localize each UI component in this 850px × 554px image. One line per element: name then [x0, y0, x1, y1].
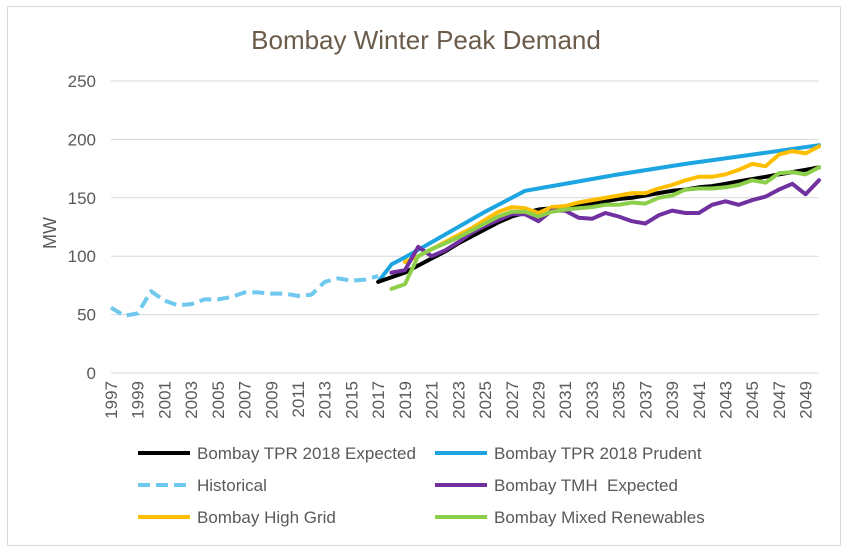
y-tick-label: 200 — [68, 130, 96, 149]
y-tick-label: 0 — [87, 364, 96, 383]
x-tick-label: 2039 — [663, 381, 682, 419]
y-axis-label: MW — [40, 217, 60, 249]
x-tick-label: 2003 — [182, 381, 201, 419]
x-tick-label: 2027 — [503, 381, 522, 419]
legend-label: Bombay High Grid — [197, 508, 336, 527]
x-tick-label: 2007 — [236, 381, 255, 419]
y-tick-label: 100 — [68, 247, 96, 266]
x-tick-label: 2025 — [476, 381, 495, 419]
x-tick-label: 2033 — [583, 381, 602, 419]
gridlines — [111, 80, 819, 374]
series-lines — [109, 143, 821, 318]
series-line-3 — [389, 178, 821, 275]
x-tick-label: 2009 — [262, 381, 281, 419]
x-tick-label: 2041 — [690, 381, 709, 419]
x-tick-label: 2011 — [289, 381, 308, 418]
line-chart: Bombay Winter Peak Demand 0 50 100 150 200 25… — [40, 25, 821, 527]
x-tick-label: 2021 — [423, 381, 442, 419]
series-line-2 — [109, 274, 379, 318]
x-tick-label: 1999 — [129, 381, 148, 419]
x-tick-label: 2045 — [743, 381, 762, 419]
x-tick-label: 1997 — [102, 381, 121, 419]
legend-label: Bombay TPR 2018 Expected — [197, 444, 416, 463]
x-tick-label: 2049 — [797, 381, 816, 419]
x-tick-label: 2035 — [610, 381, 629, 419]
y-tick-label: 150 — [68, 189, 96, 208]
x-tick-label: 2047 — [770, 381, 789, 419]
x-tick-label: 2031 — [556, 381, 575, 419]
chart-title: Bombay Winter Peak Demand — [251, 25, 601, 55]
legend-label: Historical — [197, 476, 267, 495]
y-tick-label: 50 — [77, 306, 96, 325]
y-axis-ticks: 0 50 100 150 200 250 — [68, 72, 96, 383]
x-tick-label: 2005 — [209, 381, 228, 419]
x-tick-label: 2023 — [449, 381, 468, 419]
x-tick-label: 2017 — [369, 381, 388, 419]
legend-label: Bombay TPR 2018 Prudent — [494, 444, 702, 463]
y-tick-label: 250 — [68, 72, 96, 91]
series-line-1 — [376, 143, 821, 284]
legend: Bombay TPR 2018 Expected Bombay TPR 2018 … — [138, 444, 705, 527]
x-tick-label: 2037 — [636, 381, 655, 419]
series-line-5 — [389, 165, 821, 291]
x-tick-label: 2015 — [342, 381, 361, 419]
x-tick-label: 2029 — [529, 381, 548, 419]
legend-label: Bombay Mixed Renewables — [494, 508, 705, 527]
x-tick-label: 2001 — [155, 381, 174, 419]
series-line-0 — [376, 165, 821, 284]
series-line-4 — [402, 144, 821, 264]
x-axis-ticks: 1997 1999 2001 2003 2005 2007 2009 2011 2013 2015… — [102, 381, 816, 419]
chart-frame: Bombay Winter Peak Demand 0 50 100 150 200 25… — [7, 6, 841, 546]
x-tick-label: 2019 — [396, 381, 415, 419]
legend-label: Bombay TMH Expected — [494, 476, 678, 495]
x-tick-label: 2013 — [316, 381, 335, 419]
x-tick-label: 2043 — [716, 381, 735, 419]
